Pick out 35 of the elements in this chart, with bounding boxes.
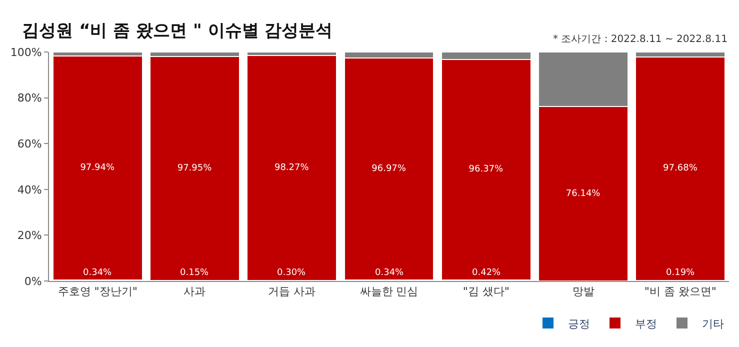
data-label: 96.37%: [468, 164, 504, 175]
legend-label: 긍정: [568, 317, 590, 330]
data-label: 76.14%: [566, 188, 601, 199]
bar: [52, 55, 143, 281]
bar: [246, 54, 338, 281]
x-tick-label: "비 좀 왔으면": [644, 285, 716, 298]
bar: [635, 56, 726, 281]
data-label: 97.95%: [177, 164, 212, 174]
data-label: 97.68%: [663, 164, 698, 174]
bar: [150, 56, 240, 281]
x-tick-label: 주호영 "장난기": [58, 285, 138, 298]
data-label: 0.34%: [375, 268, 404, 278]
data-label: 0.15%: [180, 268, 210, 278]
y-tick-label: 0%: [24, 274, 42, 288]
x-tick-label: 거듭 사과: [268, 285, 316, 298]
y-tick-label: 40%: [17, 183, 42, 196]
chart-title: 김성원 “비 좀 왔으면 " 이슈별 감성분석: [22, 21, 333, 42]
x-tick-label: 망발: [572, 285, 594, 298]
x-tick-label: "김 샜다": [462, 285, 510, 298]
legend-label: 기타: [702, 317, 724, 330]
data-label: 0.19%: [666, 268, 696, 278]
data-label: 96.97%: [372, 164, 406, 174]
y-tick-label: 100%: [10, 46, 42, 59]
data-label: 97.94%: [80, 163, 115, 174]
data-label: 0.42%: [472, 268, 502, 278]
x-tick-label: 사과: [184, 285, 206, 298]
data-label: 98.27%: [274, 162, 310, 173]
legend-label: 부정: [635, 317, 657, 330]
text: * 조사기간 : 2022.8.11 ~ 2022.8.11: [553, 34, 728, 45]
data-label: 0.30%: [277, 268, 306, 278]
data-label: 0.34%: [83, 268, 112, 278]
y-tick-label: 60%: [17, 137, 42, 150]
y-tick-label: 80%: [17, 92, 42, 105]
x-tick-label: 싸늘한 민심: [360, 285, 418, 298]
y-tick-label: 20%: [17, 229, 42, 242]
